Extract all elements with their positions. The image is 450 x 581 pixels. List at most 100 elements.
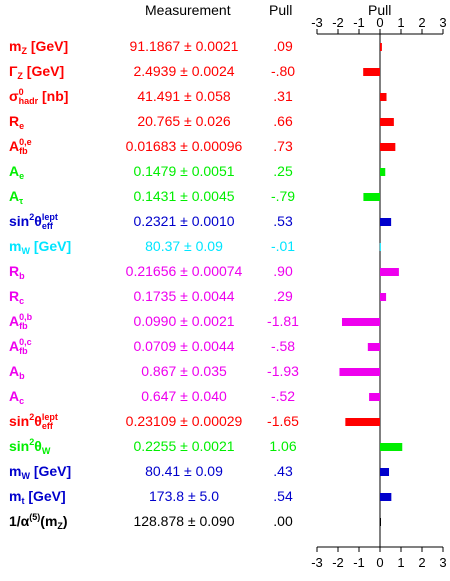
- bottom-tick-label: -2: [332, 555, 344, 570]
- parameter-symbol: A: [9, 138, 20, 154]
- pull-bar: [380, 443, 403, 451]
- pull-value: -.80: [270, 63, 296, 79]
- pull-value: .73: [273, 138, 293, 154]
- measurement-value: 0.1735 ± 0.0044: [133, 288, 235, 304]
- table-row: R c 0.1735 ± 0.0044 .29: [0, 285, 312, 310]
- measurement-value: 0.647 ± 0.040: [141, 388, 227, 404]
- parameter-symbol: m: [9, 38, 22, 54]
- table-row: A b 0.867 ± 0.035 -1.93: [0, 360, 312, 385]
- parameter-subscript: W: [21, 471, 30, 482]
- parameter-subscript: Z: [57, 521, 63, 532]
- pull-value: -.58: [270, 338, 296, 354]
- parameter-scripts: b: [19, 363, 25, 381]
- parameter-name: m Z [GeV]: [9, 38, 68, 56]
- top-tick-label: 2: [418, 15, 425, 30]
- parameter-name: sin 2 θ lept eff: [9, 213, 58, 231]
- parameter-symbol: 1/α: [9, 513, 30, 529]
- parameter-name: m t [GeV]: [9, 488, 66, 506]
- parameter-superscript: 0,b: [19, 312, 33, 323]
- table-row: 1/α (5) (m Z) 128.878 ± 0.090 .00: [0, 510, 312, 535]
- parameter-name: R b: [9, 263, 25, 281]
- table-row: Γ Z [GeV] 2.4939 ± 0.0024 -.80: [0, 60, 312, 85]
- table-row: A 0,c fb 0.0709 ± 0.0044 -.58: [0, 335, 312, 360]
- top-tick-label: -1: [353, 15, 365, 30]
- parameter-name: A 0,e fb: [9, 138, 32, 156]
- pull-value: -1.93: [267, 363, 299, 379]
- parameter-name: A τ: [9, 188, 23, 206]
- parameter-name: m W [GeV]: [9, 238, 71, 256]
- parameter-subscript: c: [19, 296, 25, 307]
- parameter-scripts: b: [19, 263, 25, 281]
- top-tick-label: 1: [397, 15, 404, 30]
- parameter-name: R c: [9, 288, 24, 306]
- parameter-subscript: b: [19, 371, 25, 382]
- pull-bar: [341, 318, 380, 326]
- pull-bar: [380, 218, 392, 226]
- bottom-tick-label: 1: [397, 555, 404, 570]
- parameter-symbol: A: [9, 188, 20, 204]
- parameter-symbol: m: [9, 238, 22, 254]
- parameter-symbol: Γ: [9, 63, 18, 79]
- pull-value: .29: [273, 288, 293, 304]
- parameter-scripts: e: [19, 163, 24, 181]
- parameter-superscript: 2: [29, 437, 35, 448]
- parameter-tail: [GeV]: [29, 463, 72, 479]
- parameter-scripts: lept eff: [42, 213, 58, 231]
- parameter-subscript: fb: [19, 146, 28, 157]
- measurement-value: 80.37 ± 0.09: [145, 238, 223, 254]
- measurement-value: 41.491 ± 0.058: [137, 88, 231, 104]
- measurement-value: 0.1431 ± 0.0045: [133, 188, 235, 204]
- parameter-scripts: e: [19, 113, 24, 131]
- table-row: sin 2 θ W 0.2255 ± 0.0021 1.06: [0, 435, 312, 460]
- pull-bar: [380, 168, 386, 176]
- parameter-symbol: sin: [9, 438, 30, 454]
- measurement-value: 0.867 ± 0.035: [141, 363, 227, 379]
- pull-bar: [339, 368, 380, 376]
- pull-bar: [345, 418, 380, 426]
- pull-bar: [369, 393, 380, 401]
- table-row: A 0,b fb 0.0990 ± 0.0021 -1.81: [0, 310, 312, 335]
- table-row: m W [GeV] 80.41 ± 0.09 .43: [0, 460, 312, 485]
- parameter-subscript: eff: [41, 221, 53, 232]
- parameter-symbol: R: [9, 113, 20, 129]
- pull-value: .53: [273, 213, 293, 229]
- parameter-scripts: c: [19, 388, 24, 406]
- parameter-subscript: Z: [17, 71, 23, 82]
- measurement-value: 0.0709 ± 0.0044: [133, 338, 235, 354]
- parameter-symbol: R: [9, 263, 20, 279]
- parameter-scripts: W: [21, 238, 30, 256]
- parameter-tail: [GeV]: [26, 38, 69, 54]
- parameter-scripts: 0,b fb: [19, 313, 32, 331]
- parameter-name: R e: [9, 113, 24, 131]
- pull-bar: [380, 518, 381, 526]
- pull-value: 1.06: [269, 438, 297, 454]
- measurement-value: 0.23109 ± 0.00029: [125, 413, 243, 429]
- parameter-name: A b: [9, 363, 25, 381]
- parameter-scripts: W: [42, 438, 51, 456]
- parameter-subscript: W: [41, 446, 51, 457]
- parameter-subscript: eff: [41, 421, 53, 432]
- parameter-name: 1/α (5) (m Z): [9, 513, 68, 531]
- parameter-name: σ 0 hadr [nb]: [9, 88, 68, 106]
- parameter-scripts: Z: [57, 513, 63, 531]
- pull-bar: [380, 293, 387, 301]
- parameter-superscript: 2: [29, 212, 35, 223]
- pull-value: .09: [273, 38, 293, 54]
- measurement-value: 0.2255 ± 0.0021: [133, 438, 235, 454]
- measurement-value: 91.1867 ± 0.0021: [129, 38, 239, 54]
- parameter-superscript: 2: [29, 412, 35, 423]
- parameter-superscript: 0: [18, 87, 24, 98]
- parameter-subscript: e: [19, 121, 25, 132]
- parameter-superscript: 0,e: [19, 137, 32, 148]
- parameter-symbol: sin: [9, 413, 30, 429]
- parameter-symbol: A: [9, 388, 20, 404]
- parameter-superscript: lept: [41, 212, 58, 223]
- parameter-scripts: c: [19, 288, 24, 306]
- measurement-value: 0.1479 ± 0.0051: [133, 163, 235, 179]
- table-row: sin 2 θ lept eff 0.23109 ± 0.00029 -1.65: [0, 410, 312, 435]
- parameter-name: sin 2 θ lept eff: [9, 413, 58, 431]
- parameter-tail: (m: [40, 513, 58, 529]
- pull-bar: [380, 118, 394, 126]
- measurement-value: 128.878 ± 0.090: [133, 513, 235, 529]
- parameter-symbol: sin: [9, 213, 30, 229]
